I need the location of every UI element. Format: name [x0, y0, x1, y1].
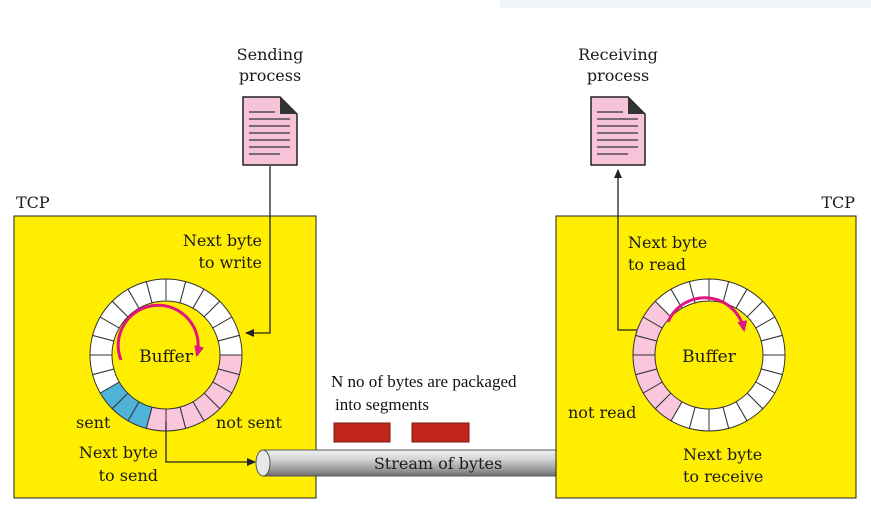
- next-byte-to-send-label-2: to send: [99, 466, 158, 485]
- receiver-circular-arrow-icon: [666, 296, 748, 332]
- read-arrow: [614, 169, 640, 331]
- sender-buffer-cell: [145, 278, 167, 304]
- receiver-tcp-box: [555, 215, 857, 499]
- write-arrow: [245, 166, 271, 337]
- stream-note-line-2: into segments: [335, 395, 429, 414]
- sending-process-label-2: process: [239, 66, 301, 85]
- receiver-buffer-label: Buffer: [682, 347, 737, 367]
- sender-circular-arrow-icon: [116, 303, 205, 361]
- next-byte-to-read-label-2: to read: [628, 255, 686, 274]
- not-read-label: not read: [568, 403, 636, 422]
- sender-tcp-label: TCP: [16, 193, 50, 212]
- stream-note-line-1: N no of bytes are packaged: [331, 372, 517, 391]
- stream-label: Stream of bytes: [374, 454, 502, 473]
- receiver-tcp-label: TCP: [821, 193, 855, 212]
- sending-process-label-1: Sending: [237, 45, 304, 64]
- next-byte-to-write-label-1: Next byte: [183, 231, 262, 250]
- next-byte-to-receive-label-2: to receive: [683, 467, 763, 486]
- sender-buffer-label: Buffer: [139, 347, 194, 367]
- next-byte-to-write-label-2: to write: [198, 253, 262, 272]
- receiver-buffer-ring: [632, 278, 786, 432]
- not-sent-label: not sent: [216, 413, 282, 432]
- next-byte-to-read-label-1: Next byte: [628, 233, 707, 252]
- top-band: [500, 0, 871, 8]
- next-byte-to-receive-label-1: Next byte: [683, 445, 762, 464]
- next-byte-to-send-label-1: Next byte: [79, 443, 158, 462]
- sent-label: sent: [76, 413, 111, 432]
- send-arrow: [165, 422, 256, 466]
- segment-1: [333, 422, 391, 443]
- segment-2: [411, 422, 470, 443]
- receiving-document-icon: [590, 96, 646, 166]
- stream-pipe: [255, 449, 615, 477]
- sending-document-icon: [242, 96, 298, 166]
- receiving-process-label-2: process: [587, 66, 649, 85]
- receiving-process-label-1: Receiving: [578, 45, 658, 64]
- sender-buffer-ring: [89, 278, 243, 432]
